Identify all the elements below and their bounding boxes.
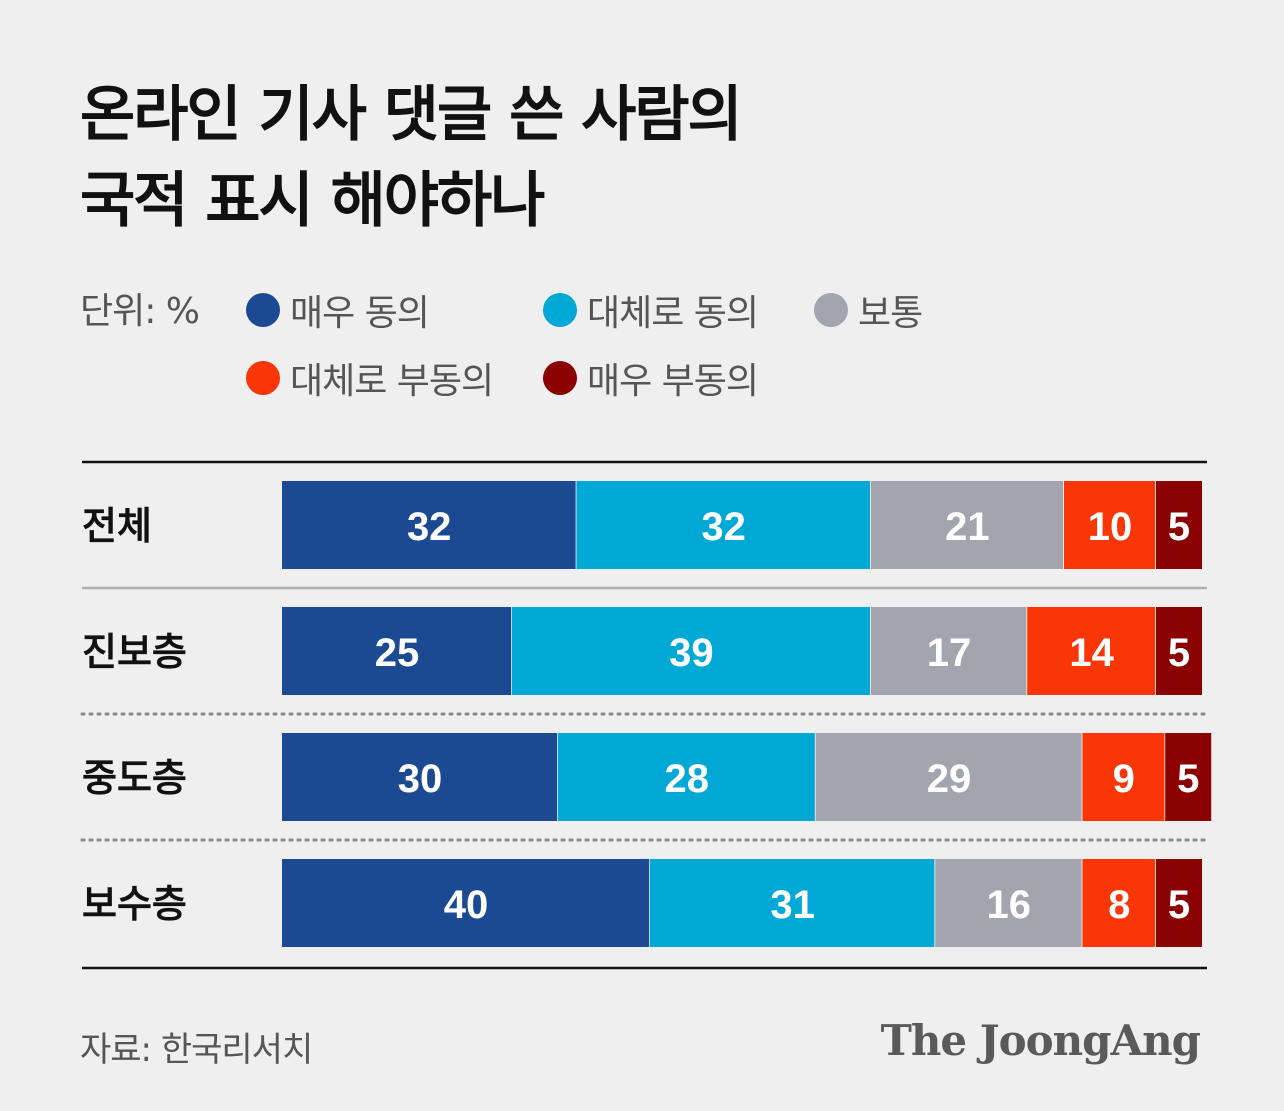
bar-segment bbox=[282, 859, 650, 947]
row-label: 중도층 bbox=[82, 756, 187, 800]
legend-label-strongly-agree: 매우 동의 bbox=[290, 293, 430, 334]
bar-data-label: 31 bbox=[770, 883, 815, 927]
bar-data-label: 8 bbox=[1108, 883, 1130, 927]
legend-item-strongly-disagree: 매우 부동의 bbox=[543, 352, 759, 404]
bar-data-label: 9 bbox=[1113, 757, 1135, 801]
legend-swatch-strongly-disagree bbox=[543, 361, 577, 395]
bar-data-label: 5 bbox=[1177, 757, 1199, 801]
bar-data-label: 16 bbox=[987, 883, 1032, 927]
legend-label-neutral: 보통 bbox=[858, 293, 923, 334]
bar-segment bbox=[1165, 733, 1212, 821]
bar-segment bbox=[1156, 607, 1202, 695]
legend-item-neutral: 보통 bbox=[814, 284, 923, 336]
bar-segment bbox=[1082, 859, 1156, 947]
legend-swatch-neutral bbox=[814, 293, 848, 327]
chart-title: 온라인 기사 댓글 쓴 사람의 국적 표시 해야하나 bbox=[80, 72, 1180, 244]
legend-item-strongly-agree: 매우 동의 bbox=[246, 284, 430, 336]
legend: 매우 동의 대체로 동의 보통 대체로 부동의 매우 부동의 bbox=[0, 0, 1284, 420]
legend-item-agree: 대체로 동의 bbox=[543, 284, 759, 336]
bar-data-label: 32 bbox=[407, 505, 452, 549]
legend-swatch-strongly-agree bbox=[246, 293, 280, 327]
legend-label-strongly-disagree: 매우 부동의 bbox=[587, 361, 759, 402]
legend-swatch-disagree bbox=[246, 361, 280, 395]
bar-segment bbox=[1027, 607, 1156, 695]
bar-data-label: 28 bbox=[665, 757, 710, 801]
bar-segment bbox=[282, 481, 577, 569]
row-label: 전체 bbox=[82, 504, 152, 548]
bar-segment bbox=[576, 481, 871, 569]
bar-data-label: 21 bbox=[945, 505, 990, 549]
unit-label: 단위: % bbox=[80, 291, 200, 332]
bar-data-label: 14 bbox=[1069, 631, 1114, 675]
bar-data-label: 5 bbox=[1168, 883, 1190, 927]
bar-segment bbox=[870, 607, 1028, 695]
row-label: 보수층 bbox=[82, 882, 187, 926]
chart-title-line-2: 국적 표시 해야하나 bbox=[80, 166, 545, 236]
brand-logo: The JoongAng bbox=[880, 1016, 1201, 1065]
bar-segment bbox=[1082, 733, 1166, 821]
bar-data-label: 5 bbox=[1168, 505, 1190, 549]
bar-segment bbox=[870, 481, 1064, 569]
bar-segment bbox=[1156, 859, 1202, 947]
bar-data-label: 17 bbox=[927, 631, 972, 675]
bar-data-label: 29 bbox=[927, 757, 972, 801]
bar-segment bbox=[650, 859, 936, 947]
bar-data-label: 32 bbox=[701, 505, 746, 549]
legend-label-agree: 대체로 동의 bbox=[587, 293, 759, 334]
bar-segment bbox=[935, 859, 1083, 947]
row-label: 진보층 bbox=[82, 630, 187, 674]
bar-segment bbox=[282, 733, 558, 821]
bar-segment bbox=[558, 733, 816, 821]
bar-data-label: 39 bbox=[669, 631, 714, 675]
bar-segment bbox=[815, 733, 1083, 821]
chart-title-line-1: 온라인 기사 댓글 쓴 사람의 bbox=[80, 80, 743, 150]
bar-segment bbox=[1064, 481, 1156, 569]
bar-data-label: 10 bbox=[1088, 505, 1133, 549]
bar-segment bbox=[512, 607, 871, 695]
legend-swatch-agree bbox=[543, 293, 577, 327]
bar-segment bbox=[282, 607, 512, 695]
source-note: 자료: 한국리서치 bbox=[80, 1030, 313, 1070]
bar-data-label: 40 bbox=[444, 883, 489, 927]
bar-data-label: 30 bbox=[398, 757, 443, 801]
bar-data-label: 5 bbox=[1168, 631, 1190, 675]
bar-segment bbox=[1156, 481, 1202, 569]
legend-item-disagree: 대체로 부동의 bbox=[246, 352, 494, 404]
legend-label-disagree: 대체로 부동의 bbox=[290, 361, 494, 402]
bar-data-label: 25 bbox=[375, 631, 420, 675]
